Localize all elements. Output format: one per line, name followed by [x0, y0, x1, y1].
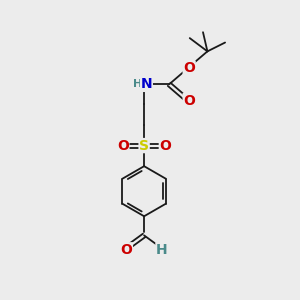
Text: O: O	[183, 94, 195, 107]
Text: H: H	[156, 243, 168, 257]
Text: N: N	[141, 77, 152, 91]
Text: O: O	[159, 139, 171, 153]
Text: O: O	[117, 139, 129, 153]
Text: H: H	[133, 79, 142, 89]
Text: O: O	[121, 243, 132, 257]
Text: S: S	[139, 139, 149, 153]
Text: O: O	[183, 61, 195, 75]
